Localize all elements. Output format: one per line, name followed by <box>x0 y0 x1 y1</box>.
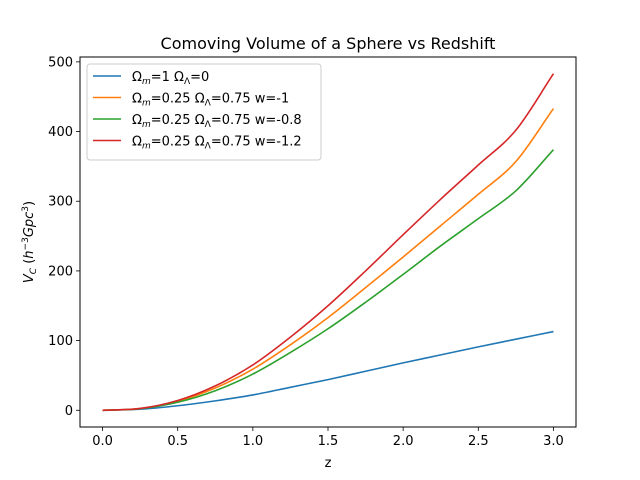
y-tick-label: 500 <box>48 55 73 70</box>
legend: Ωm=1 ΩΛ=0 Ωm=0.25 ΩΛ=0.75 w=-1 Ωm=0.25 ΩΛ=… <box>86 63 322 161</box>
x-tick-label: 0.0 <box>92 434 113 449</box>
y-axis-label: VC (h−3Gpc3) <box>21 201 39 283</box>
x-tick-label: 1.5 <box>318 434 339 449</box>
legend-label-1: Ωm=1 ΩΛ=0 <box>132 70 209 87</box>
y-tick-label: 100 <box>48 334 73 349</box>
x-tick-label: 1.0 <box>243 434 264 449</box>
y-tick-label: 0 <box>65 404 73 419</box>
series-line-1 <box>102 330 554 412</box>
legend-label-3: Ωm=0.25 ΩΛ=0.75 w=-0.8 <box>132 113 302 130</box>
x-tick-label: 2.0 <box>393 434 414 449</box>
legend-box <box>86 63 322 161</box>
x-tick-label: 2.5 <box>468 434 489 449</box>
y-tick-label: 400 <box>48 125 73 140</box>
y-tick-label: 200 <box>48 264 73 279</box>
chart-title: Comoving Volume of a Sphere vs Redshift <box>161 34 496 53</box>
x-tick-label: 0.5 <box>167 434 188 449</box>
y-tick-label: 300 <box>48 195 73 210</box>
series-line-3 <box>102 149 555 412</box>
x-tick-label: 3.0 <box>543 434 564 449</box>
series-line-4 <box>102 73 555 412</box>
legend-label-2: Ωm=0.25 ΩΛ=0.75 w=-1 <box>132 92 289 109</box>
legend-label-4: Ωm=0.25 ΩΛ=0.75 w=-1.2 <box>132 135 302 152</box>
x-axis-label: z <box>325 456 332 471</box>
